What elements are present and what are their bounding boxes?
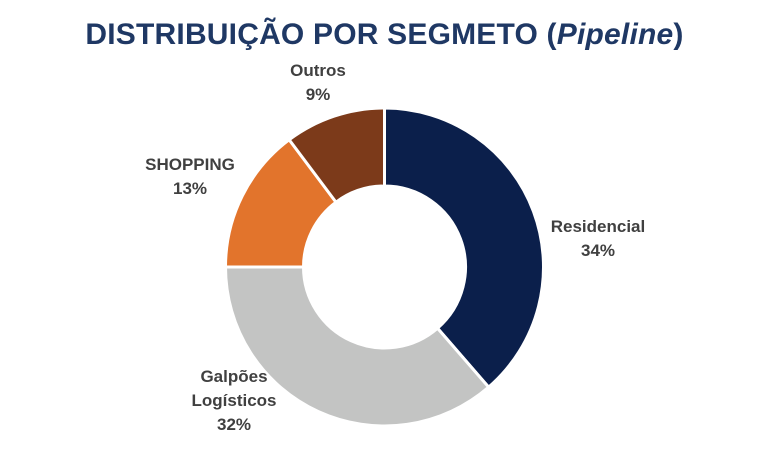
data-label-value: 9% [306, 85, 331, 104]
data-label-value: 13% [173, 179, 207, 198]
data-label-category: Residencial [551, 217, 646, 236]
data-label-category: Galpões [200, 367, 267, 386]
chart-title-italic: Pipeline [556, 18, 674, 51]
data-label-value: 34% [581, 241, 615, 260]
data-label-category: Logísticos [191, 391, 276, 410]
chart-title-end: ) [673, 18, 684, 51]
slice-outros [287, 106, 386, 204]
data-label-category: Outros [290, 61, 346, 80]
data-label-value: 32% [217, 415, 251, 434]
chart-title: DISTRIBUIÇÃO POR SEGMETO (Pipeline) [0, 18, 769, 52]
data-label-category: SHOPPING [145, 155, 235, 174]
slice-galp-es-log-sticos [224, 265, 491, 428]
slice-residencial [383, 106, 545, 389]
chart-title-main: DISTRIBUIÇÃO POR SEGMETO ( [85, 18, 557, 51]
